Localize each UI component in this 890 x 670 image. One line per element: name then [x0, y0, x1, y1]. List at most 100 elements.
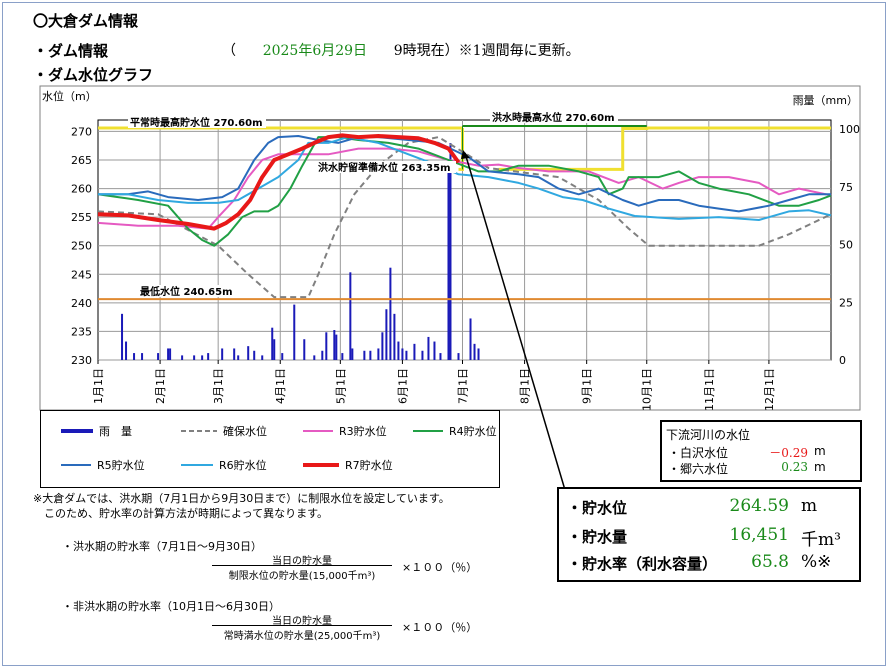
rain-bar [237, 355, 240, 360]
update-info: （ 2025年6月29日 9時現在）※1週間毎に更新。 [222, 40, 580, 60]
flood-formula-multiplier: ×１００（％） [402, 561, 478, 574]
rain-bar [381, 332, 384, 360]
x-tick-label: 9月1日 [581, 368, 594, 404]
flood-formula-denominator: 制限水位の貯水量(15,000千m³) [228, 571, 376, 582]
river-panel-title: 下流河川の水位 [666, 428, 751, 442]
chart-legend: 雨 量 確保水位 R3貯水位 R4貯水位 R5貯水位 R6貯水位 R7貯水位 [40, 410, 500, 488]
rain-bar [469, 318, 472, 360]
storage-rate-label: ・貯水率（利水容量） [567, 555, 718, 573]
rain-bar [369, 350, 372, 360]
storage-rate-value: 65.8 [751, 552, 789, 572]
legend-item-r4: R4貯水位 [413, 423, 497, 439]
flood-max-label: 洪水時最高水位 270.60m [492, 111, 615, 124]
rain-bar [385, 309, 388, 360]
legend-label: R3貯水位 [339, 425, 387, 438]
y-tick-label: 270 [71, 125, 92, 138]
rain-bar [247, 346, 250, 360]
legend-item-r7: R7貯水位 [303, 457, 393, 473]
rain-bar [473, 343, 476, 360]
y2-axis-label: 雨量（mm） [793, 94, 858, 107]
rain-bar [293, 304, 296, 360]
river-row-goroku-unit: m [814, 460, 826, 474]
axes: 230 235 240 245 250 255 260 265 270 0 25 50 75 100 1月1… [71, 123, 860, 411]
rain-bar [207, 353, 210, 360]
y2-tick-label: 50 [839, 239, 853, 252]
callout-arrowhead [461, 150, 470, 159]
update-date: 2025年6月29日 [262, 43, 368, 59]
date-open-paren: （ [222, 43, 236, 59]
x-tick-label: 5月1日 [334, 368, 347, 404]
rain-bar [167, 348, 170, 360]
y2-tick-label: 75 [839, 181, 853, 194]
rain-bar [271, 327, 274, 360]
y-tick-label: 240 [71, 297, 92, 310]
rain-bar [303, 339, 306, 360]
page-title: 〇大倉ダム情報 [33, 12, 139, 30]
x-tick-label: 3月1日 [212, 368, 225, 404]
storage-panel: ・貯水位 264.59 m ・貯水量 16,451 千m³ ・貯水率（利水容量）… [557, 487, 861, 582]
x-tick-label: 8月1日 [519, 368, 532, 404]
rain-bar [221, 348, 224, 360]
callout-line [464, 152, 566, 491]
storage-level-label: ・貯水位 [567, 499, 628, 517]
y-axis-label: 水位（m） [42, 89, 97, 103]
rain-bar [233, 348, 236, 360]
flood-period-title: ・洪水期の貯水率（7月1日～9月30日） [62, 540, 262, 553]
flood-reserve-label: 洪水貯留準備水位 263.35m [318, 161, 451, 174]
river-row-goroku-label: ・郷六水位 [668, 462, 729, 476]
flood-formula-bar [212, 565, 392, 566]
y2-tick-label: 100 [839, 123, 860, 136]
rain-bar [181, 355, 184, 360]
rain-bar [201, 355, 204, 360]
storage-level-value: 264.59 [729, 496, 789, 516]
rain-bar [313, 355, 316, 360]
rain-bar [349, 272, 352, 360]
rain-bar [397, 341, 400, 360]
storage-volume-label: ・貯水量 [567, 528, 628, 546]
legend-item-secured-level: 確保水位 [181, 423, 267, 439]
x-tick-label: 1月1日 [92, 368, 105, 404]
nonflood-formula-bar [212, 625, 392, 626]
normal-max-label-bg [128, 116, 266, 128]
rain-bar [261, 355, 264, 360]
rain-bar [253, 350, 256, 360]
rain-bar [393, 313, 396, 360]
x-tick-label: 12月1日 [763, 368, 776, 411]
x-tick-label: 6月1日 [396, 368, 409, 404]
rain-bar [427, 336, 430, 360]
storage-volume-unit: 千m³ [801, 530, 841, 550]
rain-bar [401, 348, 404, 360]
y-tick-label: 260 [71, 183, 92, 196]
min-level-label: 最低水位 240.65m [140, 285, 233, 298]
rain-bar [363, 350, 366, 360]
note-line-2: このため、貯水率の計算方法が時期によって異なります。 [44, 507, 329, 520]
legend-item-r3: R3貯水位 [303, 423, 387, 439]
rain-bar [335, 334, 338, 360]
rain-bar [405, 350, 408, 360]
river-row-goroku-value: 0.23 [781, 460, 808, 474]
rain-bar [125, 341, 128, 360]
rain-bar [341, 353, 344, 360]
nonflood-formula-multiplier: ×１００（％） [402, 621, 478, 634]
flood-reserve-step-2 [498, 127, 649, 171]
y2-tick-label: 25 [839, 296, 853, 309]
series-line [97, 133, 461, 231]
rain-bar [477, 348, 480, 360]
update-time: 9時現在）※1週間毎に更新。 [393, 43, 580, 59]
rain-bar [121, 313, 124, 360]
legend-label: R4貯水位 [449, 425, 497, 438]
nonflood-period-title: ・非洪水期の貯水率（10月1日～6月30日） [62, 600, 280, 613]
rain-bar [325, 332, 328, 360]
rain-bar [439, 353, 442, 360]
y-tick-label: 245 [71, 268, 92, 281]
min-level-label-bg [138, 285, 232, 297]
downstream-river-panel: 下流河川の水位 ・白沢水位 －0.29 m ・郷六水位 0.23 m [660, 420, 862, 482]
legend-item-r5: R5貯水位 [61, 457, 145, 473]
x-tick-label: 7月1日 [456, 368, 469, 404]
rain-bar [421, 350, 424, 360]
y-tick-label: 250 [71, 240, 92, 253]
nonflood-formula-numerator: 当日の貯水量 [272, 616, 332, 627]
normal-max-label: 平常時最高貯水位 270.60m [130, 116, 263, 129]
storage-rate-unit: %※ [801, 552, 832, 572]
river-row-shirasawa-unit: m [814, 444, 826, 458]
